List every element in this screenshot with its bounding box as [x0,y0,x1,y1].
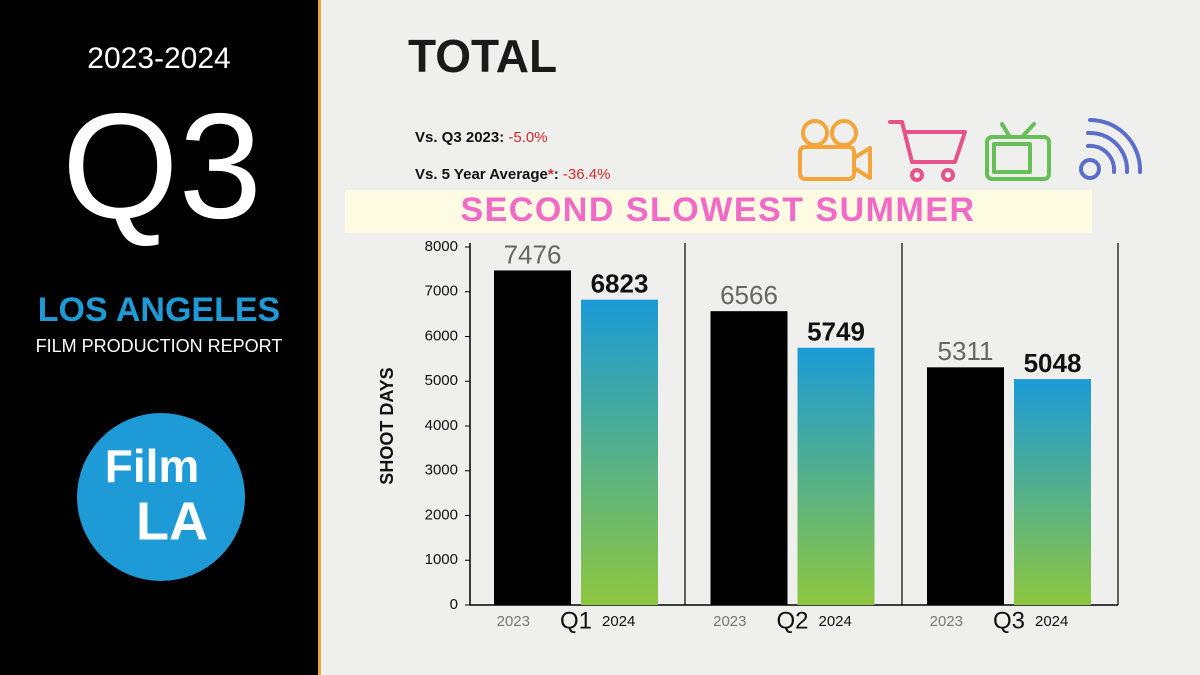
y-tick-label: 6000 [425,327,458,344]
legend-label: 2023 [930,613,963,630]
city: LOS ANGELES [38,291,280,329]
legend-label: 2024 [602,613,635,630]
y-tick-label: 2000 [425,506,458,523]
x-tick-label: Q3 [993,607,1025,634]
y-tick-label: 4000 [425,417,458,434]
y-tick-label: 5000 [425,372,458,389]
cart-icon [888,120,967,182]
chart-title: TOTAL [408,30,557,82]
chart-subtitle: SECOND SLOWEST SUMMER [460,191,975,229]
separator: : [554,166,559,183]
report-name: FILM PRODUCTION REPORT [36,336,283,356]
bar [581,299,658,605]
comparison-value: -36.4% [563,166,611,183]
y-tick-label: 1000 [425,551,458,568]
separator: : [499,129,504,146]
legend-label: 2023 [497,613,530,630]
legend-label: 2024 [1035,613,1068,630]
bar [927,367,1004,605]
y-tick-label: 7000 [425,283,458,300]
bar [1014,379,1091,605]
bar [494,270,571,605]
comparison-label: Vs. Q3 2023 [415,129,499,146]
value-label: 6566 [720,280,778,310]
value-label: 6823 [591,269,649,299]
comparison-label: Vs. 5 Year Average [415,166,548,183]
value-label: 7476 [504,239,562,269]
y-tick-label: 8000 [425,238,458,255]
tv-icon [985,122,1051,181]
quarter: Q3 [62,82,262,250]
legend-label: 2023 [713,613,746,630]
value-label: 5311 [938,336,994,366]
logo-text: Film [105,440,200,492]
x-tick-label: Q2 [776,607,808,634]
period: 2023-2024 [87,42,230,75]
bar [797,347,875,605]
y-tick-label: 0 [450,596,458,613]
signal-icon [1079,118,1143,180]
icons [798,118,1143,182]
comparison: Vs. Q3 2023: -5.0% [415,129,548,146]
logo [77,413,245,581]
y-axis-label: SHOOT DAYS [377,367,397,484]
legend-label: 2024 [819,613,852,630]
comparison: Vs. 5 Year Average*: -36.4% [415,166,610,183]
x-tick-label: Q1 [560,607,592,634]
value-label: 5749 [807,317,865,347]
y-tick-label: 3000 [425,462,458,479]
subtitle-banner [345,190,1092,233]
logo-text: LA [136,491,208,551]
comparison-value: -5.0% [508,129,547,146]
bar [710,311,788,605]
value-label: 5048 [1024,348,1082,378]
sidebar-border [318,0,321,675]
camera-icon [798,119,872,181]
note-mark: * [548,166,554,183]
